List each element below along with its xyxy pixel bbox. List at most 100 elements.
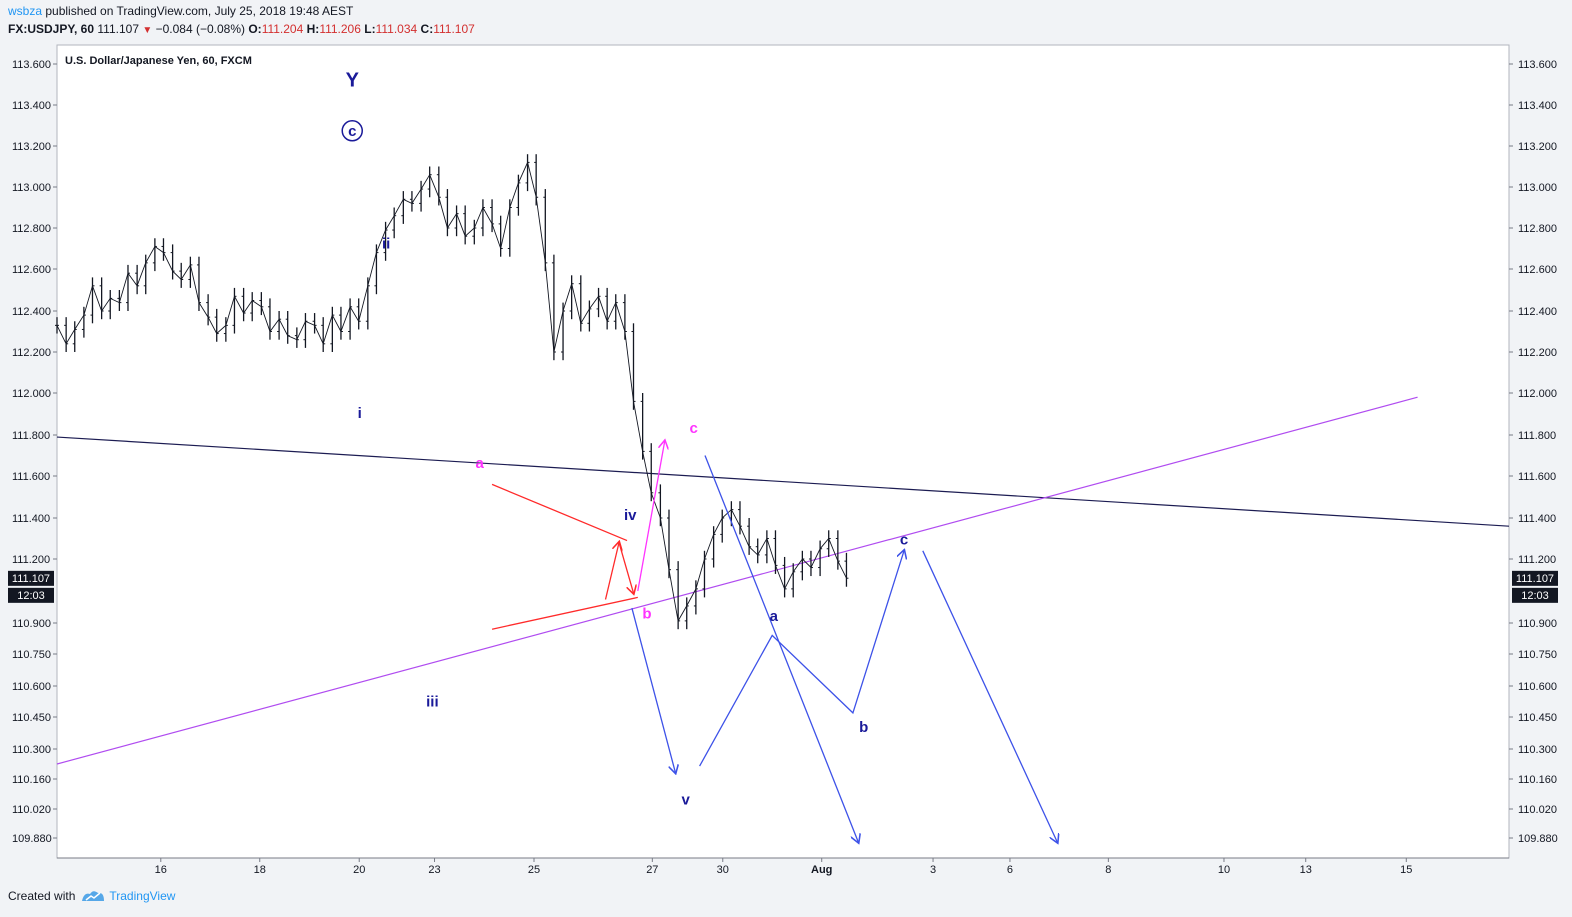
published-text: published on TradingView.com, July 25, 2… <box>42 4 354 18</box>
open-value: 111.204 <box>261 22 304 36</box>
last-price-badge-right <box>1512 570 1558 586</box>
tradingview-brand: TradingView <box>109 889 176 903</box>
y-tick-label-right: 113.400 <box>1518 100 1557 112</box>
low-value: 111.034 <box>375 22 418 36</box>
y-tick-label-left: 113.600 <box>12 59 51 71</box>
price-change: −0.084 (−0.08%) <box>155 22 245 36</box>
y-axis-right: 113.600 113.400 113.200 113.000 112.800 112.6… <box>1509 59 1558 845</box>
price-bars <box>55 154 849 630</box>
x-tick-label: 27 <box>646 864 658 876</box>
y-tick-label-left: 113.400 <box>12 100 51 112</box>
y-tick-label-left: 112.400 <box>12 306 51 318</box>
last-price-badge-left <box>8 570 54 586</box>
y-tick-label-left: 112.000 <box>12 388 51 400</box>
y-tick-label-left: 111.200 <box>12 554 50 566</box>
open-label: O: <box>248 22 262 36</box>
y-tick-label-left: 112.200 <box>12 347 51 359</box>
x-tick-label: 13 <box>1300 864 1312 876</box>
price-line <box>56 161 847 623</box>
x-tick-label: 30 <box>717 864 729 876</box>
triangle-lower-line[interactable] <box>491 596 638 630</box>
triangle-upper-line[interactable] <box>491 483 628 542</box>
x-tick-label: 20 <box>353 864 365 876</box>
x-tick-label: 3 <box>930 864 936 876</box>
y-axis-left: 113.600 113.400 113.200 113.000 112.800 112.6… <box>12 59 57 845</box>
y-tick-label-right: 110.750 <box>1518 649 1557 661</box>
y-tick-label-right: 112.600 <box>1518 264 1557 276</box>
red-zigzag-up-arrow[interactable] <box>604 543 620 600</box>
low-label: L: <box>364 22 376 36</box>
high-label: H: <box>306 22 320 36</box>
x-tick-label: Aug <box>811 864 832 876</box>
wave-label: iv <box>624 507 637 524</box>
descending-trendline[interactable] <box>56 436 1510 527</box>
y-tick-label-right: 111.800 <box>1518 430 1556 442</box>
wave-label: c <box>690 420 698 437</box>
projection-final-decline-arrow[interactable] <box>922 550 1058 842</box>
countdown-badge-text-right: 12:03 <box>1521 590 1549 602</box>
y-tick-label-right: 113.200 <box>1518 141 1557 153</box>
wave-label: c <box>348 123 356 140</box>
price-badges: 111.107 12:03 111.107 12:03 <box>8 570 1558 603</box>
y-tick-label-left: 111.600 <box>12 471 50 483</box>
y-tick-label-left: 112.800 <box>12 223 51 235</box>
x-tick-label: 6 <box>1007 864 1013 876</box>
magenta-wave-c-arrow[interactable] <box>637 441 665 592</box>
x-tick-label: 10 <box>1218 864 1230 876</box>
y-tick-label-left: 110.020 <box>12 804 51 816</box>
created-with-text: Created with <box>8 889 76 903</box>
y-tick-label-right: 111.600 <box>1518 471 1556 483</box>
y-tick-label-left: 110.160 <box>12 774 51 786</box>
wave-label-circle <box>341 120 363 142</box>
x-tick-label: 18 <box>254 864 266 876</box>
countdown-badge-right <box>1512 587 1558 603</box>
x-tick-label: 25 <box>528 864 540 876</box>
ascending-trendline[interactable] <box>56 396 1418 765</box>
wave-label: iii <box>426 694 439 711</box>
y-tick-label-right: 113.000 <box>1518 182 1557 194</box>
y-tick-label-right: 112.000 <box>1518 388 1557 400</box>
y-tick-label-right: 110.160 <box>1518 774 1557 786</box>
y-tick-label-left: 113.200 <box>12 141 51 153</box>
wave-label: Y <box>346 70 360 92</box>
last-price-badge-text-right: 111.107 <box>1516 573 1554 585</box>
x-tick-label: 23 <box>428 864 440 876</box>
y-tick-label-right: 110.900 <box>1518 618 1557 630</box>
projection-wave-v-arrow[interactable] <box>631 607 676 773</box>
wave-label: b <box>859 719 868 736</box>
symbol-label[interactable]: FX:USDJPY, 60 <box>8 22 95 36</box>
y-tick-label-right: 113.600 <box>1518 59 1557 71</box>
footer: Created with TradingView <box>8 889 175 903</box>
wave-label: i <box>358 405 362 422</box>
x-tick-label: 8 <box>1105 864 1111 876</box>
projection-abc-path[interactable] <box>699 551 904 767</box>
y-tick-label-left: 110.300 <box>12 744 51 756</box>
y-tick-label-left: 111.800 <box>12 430 50 442</box>
x-tick-label: 15 <box>1400 864 1412 876</box>
plot-area[interactable] <box>56 44 1510 859</box>
author-link[interactable]: wsbza <box>8 4 43 18</box>
close-label: C: <box>420 22 434 36</box>
y-tick-label-right: 110.600 <box>1518 681 1557 693</box>
y-tick-label-right: 112.800 <box>1518 223 1557 235</box>
trendlines[interactable] <box>56 396 1510 765</box>
x-axis: 16 18 20 23 25 27 30 Aug 3 6 8 10 13 15 <box>155 858 1412 876</box>
wave-label: a <box>476 455 485 472</box>
tradingview-link[interactable]: TradingView <box>81 889 175 903</box>
symbol-bar: FX:USDJPY, 60 111.107 ▼ −0.084 (−0.08%) … <box>8 22 475 36</box>
y-tick-label-left: 110.900 <box>12 618 51 630</box>
high-value: 111.206 <box>319 22 361 36</box>
countdown-badge-text-left: 12:03 <box>17 590 45 602</box>
projection-long-decline-arrow[interactable] <box>704 455 858 843</box>
wave-label: v <box>681 792 690 809</box>
x-tick-label: 16 <box>155 864 167 876</box>
wave-label: a <box>770 608 779 625</box>
red-zigzag-down-arrow[interactable] <box>618 542 634 594</box>
y-tick-label-left: 110.600 <box>12 681 51 693</box>
close-value: 111.107 <box>433 22 475 36</box>
wave-label: b <box>642 606 651 623</box>
y-tick-label-left: 109.880 <box>12 833 52 845</box>
last-price-badge-text-left: 111.107 <box>12 573 50 585</box>
